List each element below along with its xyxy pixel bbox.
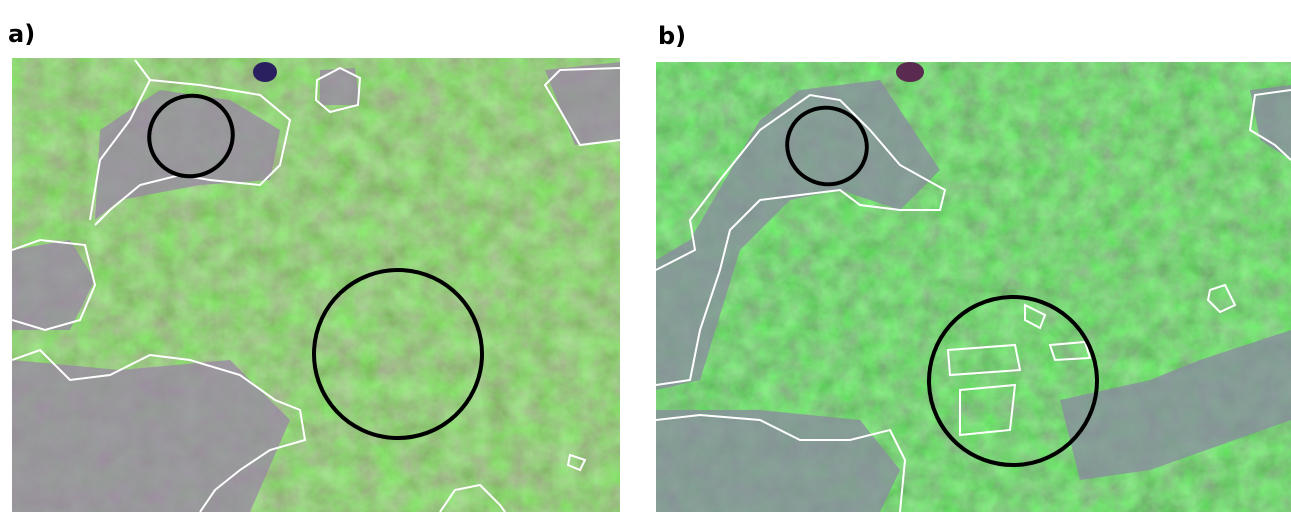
- satellite-image-a: [12, 58, 620, 512]
- panel-label: b): [658, 22, 686, 50]
- satellite-image-b: [656, 62, 1291, 512]
- figure: a) b): [0, 0, 1291, 516]
- panel-label: a): [8, 20, 35, 48]
